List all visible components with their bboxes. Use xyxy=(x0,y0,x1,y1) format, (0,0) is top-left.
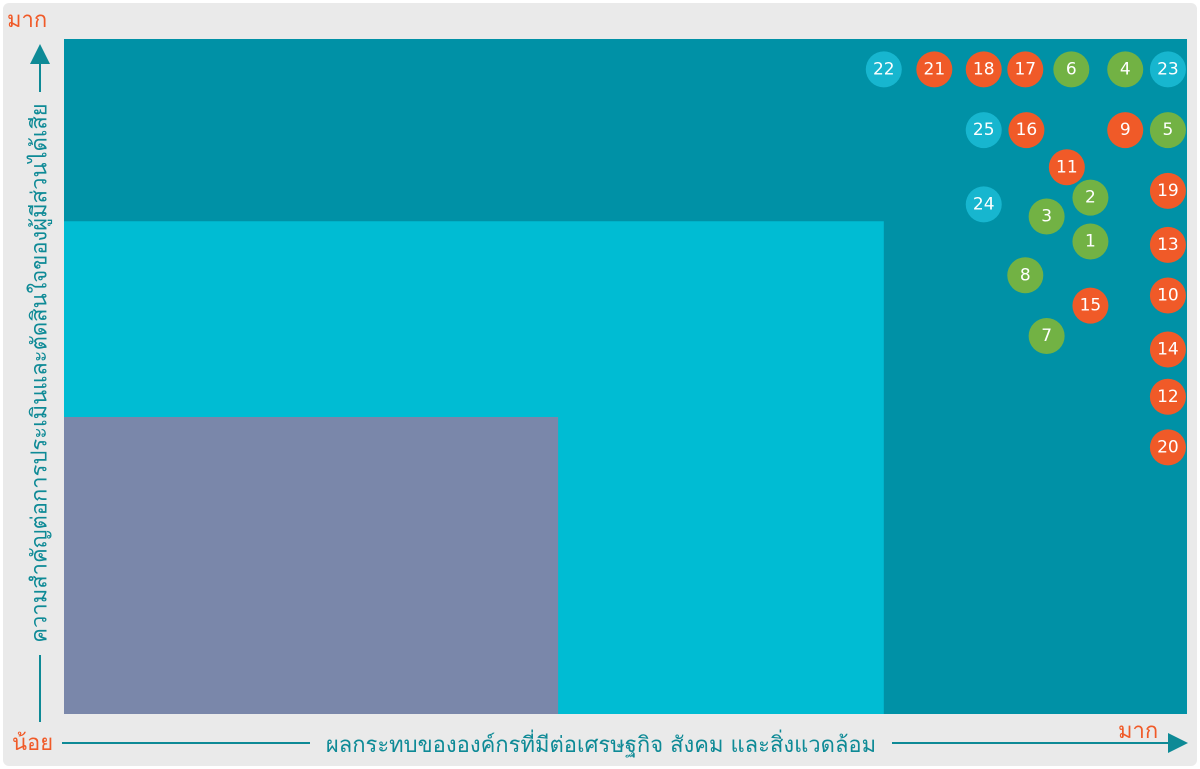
zone-low xyxy=(64,417,559,714)
bubble-label: 24 xyxy=(973,194,995,214)
bubble-3: 3 xyxy=(1028,198,1065,235)
bubble-19: 19 xyxy=(1149,172,1186,209)
x-axis-title: ผลกระทบขององค์กรที่มีต่อเศรษฐกิจ สังคม แ… xyxy=(326,729,876,758)
bubble-label: 12 xyxy=(1157,387,1179,407)
bubble-label: 2 xyxy=(1085,188,1096,208)
bubble-circle xyxy=(1149,172,1186,209)
bubble-14: 14 xyxy=(1149,331,1186,368)
bubble-label: 21 xyxy=(924,59,946,79)
bubble-circle xyxy=(1007,257,1044,294)
bubble-10: 10 xyxy=(1149,277,1186,314)
bubble-6: 6 xyxy=(1053,51,1090,88)
bubble-8: 8 xyxy=(1007,257,1044,294)
bubble-9: 9 xyxy=(1107,112,1144,149)
bubble-22: 22 xyxy=(865,51,902,88)
bubble-circle xyxy=(1149,51,1186,88)
bubble-label: 20 xyxy=(1157,437,1179,457)
x-high-label: มาก xyxy=(1118,719,1158,744)
bubble-circle xyxy=(1149,226,1186,263)
x-axis-title-mask xyxy=(310,730,892,756)
bubble-label: 18 xyxy=(973,59,995,79)
y-high-label: มาก xyxy=(7,8,47,33)
y-axis-title-mask xyxy=(28,92,52,655)
bubble-1: 1 xyxy=(1072,223,1109,260)
bubble-label: 3 xyxy=(1041,207,1052,227)
bubble-label: 15 xyxy=(1080,296,1102,316)
bubble-label: 8 xyxy=(1020,265,1031,285)
bubble-label: 13 xyxy=(1157,235,1179,255)
bubble-18: 18 xyxy=(965,51,1002,88)
bubble-label: 16 xyxy=(1016,120,1038,140)
bubble-circle xyxy=(1048,149,1085,186)
bubble-13: 13 xyxy=(1149,226,1186,263)
bubble-7: 7 xyxy=(1028,318,1065,354)
bubble-label: 6 xyxy=(1066,59,1077,79)
bubble-label: 11 xyxy=(1056,157,1078,177)
bubble-label: 7 xyxy=(1041,326,1052,346)
bubble-circle xyxy=(965,186,1002,223)
bubble-circle xyxy=(1149,112,1186,149)
bubble-label: 17 xyxy=(1014,59,1036,79)
bubble-circle xyxy=(916,51,953,88)
bubble-circle xyxy=(1007,51,1044,88)
bubble-circle xyxy=(1072,287,1109,324)
bubble-17: 17 xyxy=(1007,51,1044,88)
zones-layer xyxy=(64,39,1187,714)
bubble-circle xyxy=(965,112,1002,149)
bubble-label: 22 xyxy=(873,59,895,79)
bubble-circle xyxy=(1028,198,1065,235)
bubble-4: 4 xyxy=(1107,51,1144,88)
bubble-label: 23 xyxy=(1157,59,1179,79)
bubble-16: 16 xyxy=(1008,112,1045,149)
bubble-21: 21 xyxy=(916,51,953,88)
bubble-5: 5 xyxy=(1149,112,1186,149)
bubble-circle xyxy=(1149,378,1186,415)
bubble-label: 9 xyxy=(1120,120,1131,140)
bubble-circle xyxy=(1072,223,1109,260)
bubble-24: 24 xyxy=(965,186,1002,223)
bubble-11: 11 xyxy=(1048,149,1085,186)
bubble-circle xyxy=(1149,331,1186,368)
bubble-20: 20 xyxy=(1149,429,1186,466)
bubble-circle xyxy=(1028,318,1065,354)
bubble-label: 19 xyxy=(1157,181,1179,201)
bubble-circle xyxy=(1107,112,1144,149)
bubble-23: 23 xyxy=(1149,51,1186,88)
bubble-circle xyxy=(1053,51,1090,88)
bubble-label: 1 xyxy=(1085,232,1096,252)
bubble-circle xyxy=(1149,429,1186,466)
bubble-circle xyxy=(1008,112,1045,149)
bubble-label: 5 xyxy=(1162,120,1173,140)
bubble-circle xyxy=(1107,51,1144,88)
bubble-15: 15 xyxy=(1072,287,1109,324)
y-axis-title: ความสำคัญต่อการประเมินและตัดสินใจของผู้ม… xyxy=(27,103,53,642)
bubble-circle xyxy=(1149,277,1186,314)
bubble-label: 25 xyxy=(973,120,995,140)
bubble-circle xyxy=(865,51,902,88)
bubble-label: 10 xyxy=(1157,286,1179,306)
bubble-circle xyxy=(1072,179,1109,216)
bubble-label: 4 xyxy=(1120,59,1131,79)
bubble-25: 25 xyxy=(965,112,1002,149)
x-low-label: น้อย xyxy=(12,731,53,756)
bubble-circle xyxy=(965,51,1002,88)
bubble-2: 2 xyxy=(1072,179,1109,216)
bubble-label: 14 xyxy=(1157,340,1179,360)
bubble-12: 12 xyxy=(1149,378,1186,415)
